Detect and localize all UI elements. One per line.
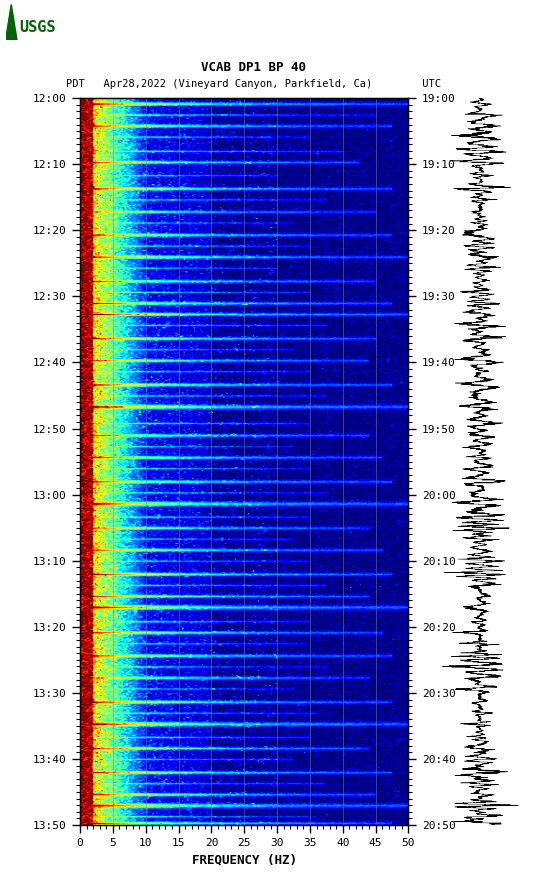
Polygon shape — [6, 4, 17, 40]
Text: PDT   Apr28,2022 (Vineyard Canyon, Parkfield, Ca)        UTC: PDT Apr28,2022 (Vineyard Canyon, Parkfie… — [66, 78, 442, 89]
Text: USGS: USGS — [19, 21, 56, 35]
X-axis label: FREQUENCY (HZ): FREQUENCY (HZ) — [192, 854, 297, 867]
Text: VCAB DP1 BP 40: VCAB DP1 BP 40 — [201, 62, 306, 74]
